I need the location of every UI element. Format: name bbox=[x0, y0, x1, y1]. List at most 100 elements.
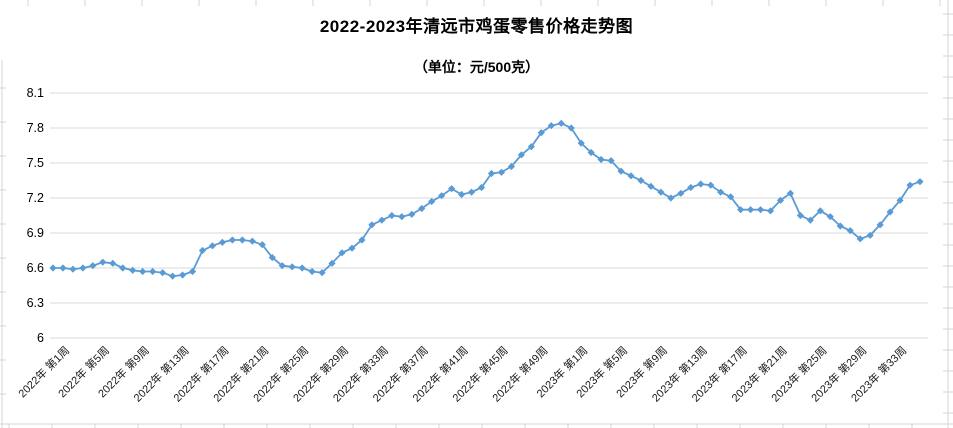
price-series-markers bbox=[49, 119, 924, 280]
data-point-marker bbox=[627, 172, 635, 180]
data-point-marker bbox=[816, 207, 824, 215]
y-tick-label: 7.8 bbox=[27, 121, 44, 135]
data-point-marker bbox=[149, 267, 157, 276]
data-point-marker bbox=[328, 259, 336, 267]
data-point-marker bbox=[139, 267, 147, 276]
data-point-marker bbox=[288, 263, 296, 271]
data-point-marker bbox=[577, 139, 585, 147]
data-point-marker bbox=[866, 231, 874, 239]
data-point-marker bbox=[218, 238, 227, 246]
data-point-marker bbox=[697, 180, 705, 188]
y-tick-label: 7.5 bbox=[27, 156, 44, 170]
data-point-marker bbox=[448, 185, 456, 193]
data-point-marker bbox=[487, 169, 496, 178]
data-point-marker bbox=[746, 206, 755, 214]
data-point-marker bbox=[178, 271, 187, 279]
data-point-marker bbox=[737, 206, 745, 214]
data-point-marker bbox=[59, 264, 67, 272]
data-point-marker bbox=[318, 269, 326, 277]
data-point-marker bbox=[228, 236, 236, 244]
data-point-marker bbox=[896, 196, 904, 204]
data-point-marker bbox=[168, 272, 177, 280]
data-point-marker bbox=[916, 178, 924, 186]
data-point-marker bbox=[667, 194, 675, 202]
data-point-marker bbox=[248, 237, 256, 245]
data-point-marker bbox=[398, 213, 406, 221]
y-tick-label: 6.6 bbox=[27, 261, 44, 275]
data-point-marker bbox=[776, 196, 785, 204]
data-point-marker bbox=[238, 236, 246, 244]
data-point-marker bbox=[507, 162, 516, 171]
data-point-marker bbox=[607, 157, 615, 165]
data-point-marker bbox=[467, 188, 476, 196]
data-point-marker bbox=[69, 265, 77, 273]
data-point-marker bbox=[308, 267, 316, 276]
data-point-marker bbox=[428, 197, 436, 206]
data-point-marker bbox=[338, 249, 346, 257]
data-point-marker bbox=[677, 189, 685, 197]
data-point-marker bbox=[786, 189, 795, 197]
data-point-marker bbox=[727, 193, 735, 201]
data-point-marker bbox=[408, 210, 416, 218]
data-point-marker bbox=[79, 264, 87, 272]
data-point-marker bbox=[856, 235, 864, 243]
data-point-marker bbox=[49, 264, 57, 272]
data-point-marker bbox=[876, 221, 884, 229]
y-tick-label: 6 bbox=[37, 331, 44, 345]
data-point-marker bbox=[378, 216, 386, 224]
data-point-marker bbox=[557, 119, 565, 127]
gridlines bbox=[50, 92, 928, 339]
data-point-marker bbox=[517, 151, 525, 159]
data-point-marker bbox=[298, 264, 306, 272]
price-series-line bbox=[53, 122, 921, 278]
data-point-marker bbox=[188, 267, 197, 276]
data-point-marker bbox=[129, 266, 137, 274]
data-point-marker bbox=[438, 192, 446, 200]
data-point-marker bbox=[826, 213, 834, 221]
data-point-marker bbox=[846, 227, 854, 235]
y-axis-labels: 6 6.3 6.6 6.9 7.2 7.5 7.8 8.1 bbox=[27, 86, 44, 345]
data-point-marker bbox=[477, 183, 486, 192]
data-point-marker bbox=[806, 216, 814, 224]
data-point-marker bbox=[258, 241, 266, 249]
data-point-marker bbox=[159, 269, 167, 277]
data-point-marker bbox=[796, 211, 805, 220]
data-point-marker bbox=[597, 155, 605, 164]
data-point-marker bbox=[368, 221, 376, 229]
data-point-marker bbox=[537, 129, 545, 137]
data-point-marker bbox=[587, 148, 595, 157]
data-point-marker bbox=[617, 167, 625, 175]
data-point-marker bbox=[886, 208, 894, 216]
data-point-marker bbox=[567, 124, 575, 132]
y-tick-label: 6.3 bbox=[27, 296, 44, 310]
chart-subtitle: （单位：元/500克） bbox=[413, 59, 540, 75]
data-point-marker bbox=[687, 183, 695, 192]
data-point-marker bbox=[358, 236, 366, 244]
data-point-marker bbox=[836, 222, 844, 230]
data-point-marker bbox=[906, 181, 914, 189]
data-point-marker bbox=[497, 168, 506, 176]
y-tick-label: 8.1 bbox=[27, 86, 44, 100]
data-point-marker bbox=[707, 181, 715, 189]
data-point-marker bbox=[388, 211, 396, 220]
y-tick-label: 7.2 bbox=[27, 191, 44, 205]
data-point-marker bbox=[418, 204, 426, 213]
data-point-marker bbox=[717, 188, 725, 196]
data-point-marker bbox=[547, 122, 555, 130]
data-point-marker bbox=[756, 206, 765, 214]
data-point-marker bbox=[198, 246, 207, 255]
y-tick-label: 6.9 bbox=[27, 226, 44, 240]
data-point-marker bbox=[766, 207, 775, 215]
data-point-marker bbox=[657, 188, 665, 196]
data-point-marker bbox=[268, 253, 276, 262]
chart-title: 2022-2023年清远市鸡蛋零售价格走势图 bbox=[319, 17, 634, 36]
data-point-marker bbox=[457, 190, 466, 199]
data-point-marker bbox=[208, 242, 217, 250]
data-point-marker bbox=[348, 244, 356, 252]
data-point-marker bbox=[527, 143, 535, 151]
data-point-marker bbox=[278, 262, 286, 270]
data-point-marker bbox=[647, 182, 655, 190]
